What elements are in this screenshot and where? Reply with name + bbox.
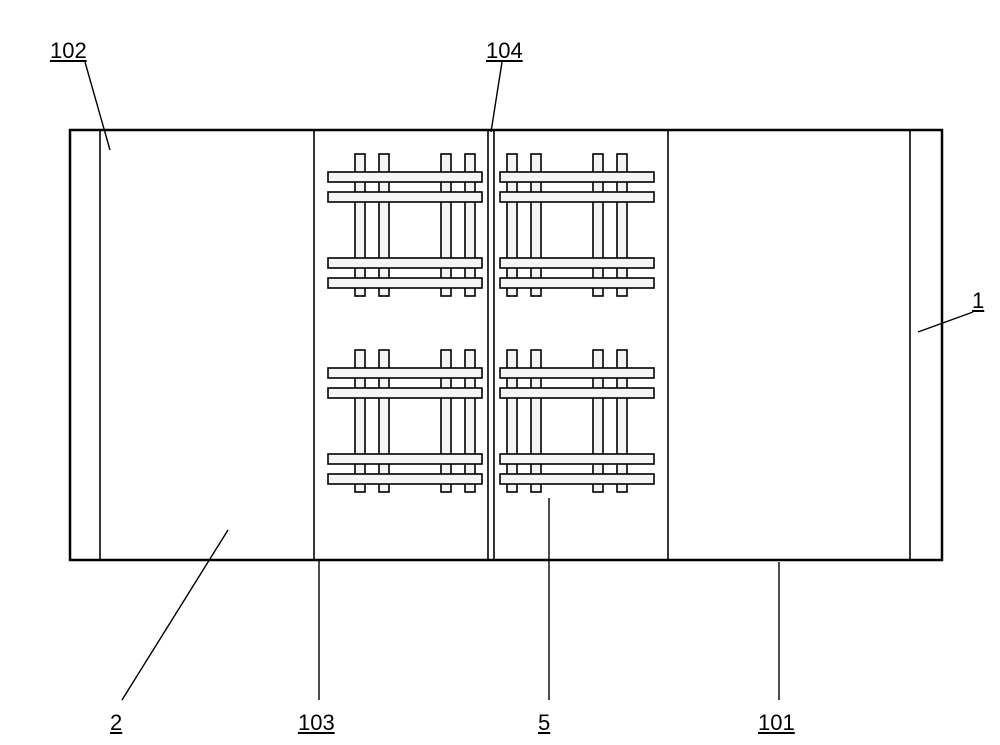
callout-label-1: 1 — [972, 288, 984, 314]
callout-label-103: 103 — [298, 710, 335, 736]
callout-label-2: 2 — [110, 710, 122, 736]
technical-drawing-svg — [0, 0, 1000, 745]
callout-label-102: 102 — [50, 38, 87, 64]
callout-label-104: 104 — [486, 38, 523, 64]
callout-label-5: 5 — [538, 710, 550, 736]
diagram-canvas: 102 104 1 2 103 5 101 — [0, 0, 1000, 745]
callout-label-101: 101 — [758, 710, 795, 736]
